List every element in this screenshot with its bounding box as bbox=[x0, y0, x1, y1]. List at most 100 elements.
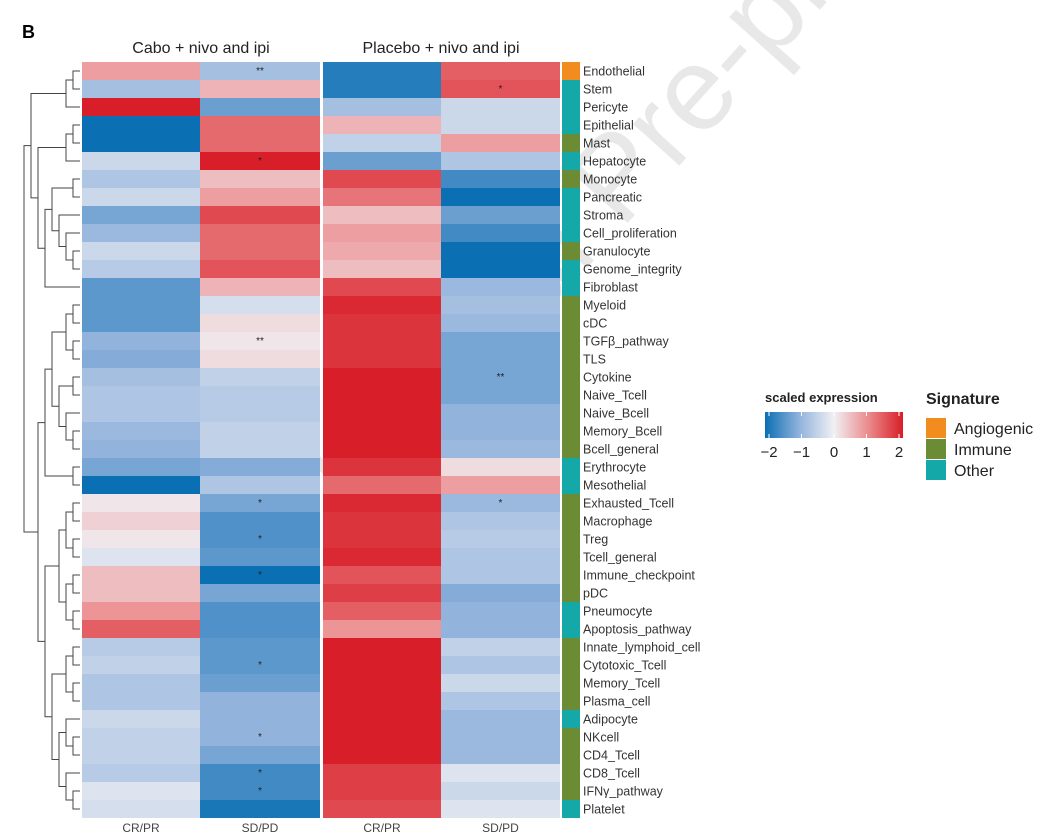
panel-label: B bbox=[22, 22, 35, 42]
group-title: Cabo + nivo and ipi bbox=[132, 40, 269, 57]
dendrogram-branch bbox=[72, 610, 80, 630]
heatmap-cell bbox=[200, 152, 320, 170]
heatmap-cell bbox=[441, 710, 560, 728]
heatmap-cell bbox=[323, 368, 441, 386]
row-label: CD4_Tcell bbox=[583, 749, 640, 763]
significance-mark: ** bbox=[256, 66, 264, 77]
heatmap-cell bbox=[200, 260, 320, 278]
heatmap-cell bbox=[441, 566, 560, 584]
heatmap-cell bbox=[200, 782, 320, 800]
heatmap-cell bbox=[82, 134, 200, 152]
signature-annotation bbox=[562, 260, 580, 278]
heatmap-cell bbox=[200, 548, 320, 566]
signature-annotation bbox=[562, 206, 580, 224]
signature-annotation bbox=[562, 710, 580, 728]
signature-annotation bbox=[562, 566, 580, 584]
column-label: SD/PD bbox=[482, 821, 519, 835]
heatmap-cell bbox=[441, 188, 560, 206]
row-label: Pericyte bbox=[583, 101, 628, 115]
row-label: CD8_Tcell bbox=[583, 767, 640, 781]
heatmap-cell bbox=[200, 170, 320, 188]
heatmap-cell bbox=[200, 422, 320, 440]
heatmap-cell bbox=[82, 62, 200, 80]
dendrogram-branch bbox=[72, 178, 80, 198]
heatmap-cell bbox=[441, 242, 560, 260]
heatmap-cell bbox=[82, 278, 200, 296]
signature-annotation bbox=[562, 728, 580, 746]
heatmap-cell bbox=[441, 584, 560, 602]
row-label: Macrophage bbox=[583, 515, 653, 529]
heatmap-cell bbox=[82, 386, 200, 404]
heatmap-cell bbox=[323, 566, 441, 584]
row-label: cDC bbox=[583, 317, 607, 331]
row-label: TGFβ_pathway bbox=[583, 335, 669, 349]
heatmap-cell bbox=[200, 692, 320, 710]
heatmap-cell bbox=[441, 170, 560, 188]
row-label: NKcell bbox=[583, 731, 619, 745]
heatmap-cell bbox=[323, 746, 441, 764]
heatmap-cell bbox=[200, 224, 320, 242]
signature-annotation bbox=[562, 530, 580, 548]
dendrogram-branch bbox=[72, 736, 80, 756]
colorbar bbox=[765, 412, 903, 438]
dendrogram-branch bbox=[65, 583, 73, 621]
significance-mark: * bbox=[258, 732, 262, 743]
heatmap-cell bbox=[441, 206, 560, 224]
heatmap-cell bbox=[82, 800, 200, 818]
signature-annotation bbox=[562, 62, 580, 80]
heatmap-cell bbox=[441, 152, 560, 170]
row-label: Adipocyte bbox=[583, 713, 638, 727]
signature-annotation bbox=[562, 674, 580, 692]
colorbar-tick-label: 1 bbox=[862, 444, 870, 461]
heatmap-cell bbox=[323, 782, 441, 800]
row-label: Genome_integrity bbox=[583, 263, 682, 277]
signature-annotation bbox=[562, 764, 580, 782]
heatmap-cell bbox=[323, 170, 441, 188]
heatmap-cell bbox=[82, 260, 200, 278]
heatmap-cell bbox=[82, 116, 200, 134]
row-label: Granulocyte bbox=[583, 245, 650, 259]
row-label: Memory_Bcell bbox=[583, 425, 662, 439]
heatmap-cell bbox=[323, 548, 441, 566]
heatmap-cell bbox=[323, 404, 441, 422]
row-label: Cytotoxic_Tcell bbox=[583, 659, 666, 673]
row-label: Plasma_cell bbox=[583, 695, 650, 709]
signature-annotation bbox=[562, 476, 580, 494]
heatmap-cell bbox=[441, 314, 560, 332]
dendrogram-branch bbox=[72, 70, 80, 90]
colorbar-tick-label: 0 bbox=[830, 444, 838, 461]
heatmap-cell bbox=[441, 476, 560, 494]
heatmap-cell bbox=[82, 206, 200, 224]
heatmap-cell bbox=[200, 458, 320, 476]
heatmap-cell bbox=[441, 224, 560, 242]
significance-mark: * bbox=[258, 768, 262, 779]
signature-annotation bbox=[562, 494, 580, 512]
heatmap-cell bbox=[200, 800, 320, 818]
signature-annotation bbox=[562, 152, 580, 170]
signature-annotation bbox=[562, 692, 580, 710]
heatmap-cell bbox=[82, 494, 200, 512]
heatmap-cell bbox=[200, 638, 320, 656]
signature-annotation bbox=[562, 602, 580, 620]
heatmap-cell bbox=[82, 782, 200, 800]
dendrogram-branch bbox=[72, 502, 80, 522]
heatmap-cell bbox=[323, 296, 441, 314]
signature-annotation bbox=[562, 512, 580, 530]
significance-mark: ** bbox=[256, 336, 264, 347]
dendrogram-branch bbox=[23, 145, 38, 533]
heatmap-cell bbox=[441, 134, 560, 152]
row-label: Mesothelial bbox=[583, 479, 646, 493]
heatmap-cell bbox=[200, 206, 320, 224]
heatmap-cell bbox=[200, 584, 320, 602]
signature-annotation bbox=[562, 242, 580, 260]
heatmap-cell bbox=[441, 800, 560, 818]
heatmap-cell bbox=[200, 764, 320, 782]
heatmap-cell bbox=[441, 728, 560, 746]
signature-annotation bbox=[562, 224, 580, 242]
colorbar-tick-label: 2 bbox=[895, 444, 903, 461]
dendrogram-branch bbox=[72, 376, 80, 396]
row-label: Exhausted_Tcell bbox=[583, 497, 674, 511]
heatmap-cell bbox=[441, 116, 560, 134]
legend-swatch bbox=[926, 418, 946, 438]
dendrogram-branch bbox=[72, 538, 80, 558]
